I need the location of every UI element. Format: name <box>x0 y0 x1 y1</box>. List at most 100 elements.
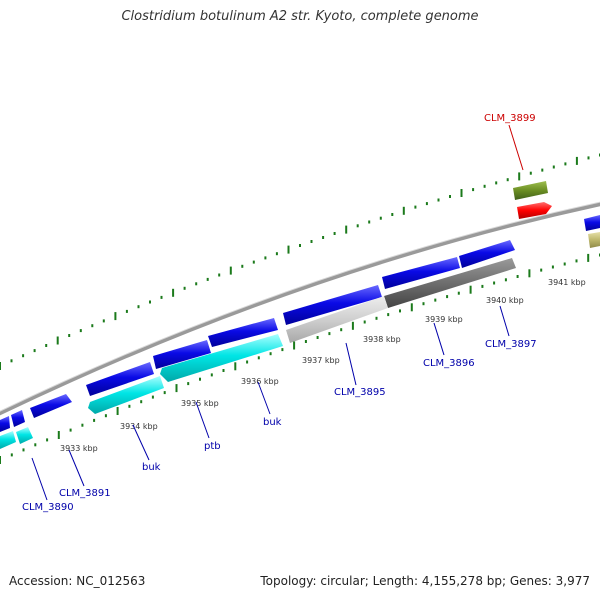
minor-tick <box>316 336 319 339</box>
reverse-gene[interactable] <box>88 376 164 414</box>
forward-gene[interactable] <box>11 410 25 427</box>
minor-tick <box>391 213 394 216</box>
reverse-gene[interactable] <box>160 334 283 382</box>
minor-tick <box>69 428 72 432</box>
minor-tick <box>379 216 382 220</box>
major-tick <box>575 156 578 165</box>
minor-tick <box>564 162 567 166</box>
major-tick <box>410 303 413 312</box>
genome-backbone <box>0 202 600 416</box>
minor-tick <box>257 356 260 360</box>
accession-text: Accession: NC_012563 <box>9 574 146 588</box>
major-tick <box>528 269 531 278</box>
khaki-feature[interactable] <box>588 232 600 248</box>
major-tick <box>175 384 178 393</box>
minor-tick <box>529 171 532 175</box>
major-tick <box>0 362 1 370</box>
genome-track: 3933 kbp 3934 kbp 3935 kbp 3936 kbp 3937… <box>0 113 600 513</box>
gene-label-clm3895[interactable]: CLM_3895 <box>334 387 386 398</box>
minor-tick <box>304 340 307 343</box>
major-tick <box>287 245 290 254</box>
scale-label-3937: 3937 kbp <box>302 356 340 365</box>
minor-tick <box>210 373 213 377</box>
minor-tick <box>91 324 94 328</box>
light-region[interactable] <box>286 296 388 343</box>
minor-tick <box>387 313 390 317</box>
scale-label-3939: 3939 kbp <box>425 315 463 324</box>
minor-tick <box>241 264 244 268</box>
minor-tick <box>575 259 578 263</box>
olive-feature[interactable] <box>513 181 548 200</box>
minor-tick <box>22 448 25 452</box>
minor-tick <box>10 359 13 363</box>
forward-gene[interactable] <box>30 394 72 418</box>
grey-region[interactable] <box>384 258 516 308</box>
gene-label-clm3896[interactable]: CLM_3896 <box>423 358 475 369</box>
minor-tick <box>449 195 451 198</box>
minor-tick <box>493 281 496 285</box>
forward-gene[interactable] <box>459 240 515 268</box>
clm3899-gene[interactable] <box>517 202 552 219</box>
minor-tick <box>45 344 48 347</box>
minor-tick <box>333 232 336 235</box>
minor-tick <box>368 220 371 224</box>
minor-tick <box>552 165 555 169</box>
minor-tick <box>22 354 25 358</box>
minor-tick <box>483 184 486 188</box>
clm3900-gene[interactable] <box>584 215 600 231</box>
minor-tick <box>104 414 107 418</box>
gene-label-clm3897[interactable]: CLM_3897 <box>485 339 537 350</box>
gene-label-clm3899[interactable]: CLM_3899 <box>484 113 536 124</box>
gene-label-clm3890[interactable]: CLM_3890 <box>22 502 74 513</box>
major-tick <box>229 266 232 275</box>
minor-tick <box>310 240 313 243</box>
genome-backbone-highlight <box>0 201 600 412</box>
scale-label-3935: 3935 kbp <box>181 399 219 408</box>
minor-tick <box>206 277 209 281</box>
minor-tick <box>222 369 225 372</box>
major-tick <box>587 253 590 262</box>
minor-tick <box>540 268 543 272</box>
gene-label-buk-2[interactable]: buk <box>263 417 282 428</box>
major-tick <box>116 407 119 415</box>
forward-gene[interactable] <box>153 340 211 369</box>
gene-label-ptb[interactable]: ptb <box>204 441 221 452</box>
inner-tick-ring <box>0 253 600 464</box>
gene-label-clm3891[interactable]: CLM_3891 <box>59 488 111 499</box>
forward-gene[interactable] <box>382 257 460 289</box>
reverse-gene[interactable] <box>0 431 16 449</box>
minor-tick <box>252 260 255 264</box>
scale-label-3933: 3933 kbp <box>60 444 98 453</box>
major-tick <box>469 285 472 294</box>
minor-tick <box>218 273 221 277</box>
minor-tick <box>195 282 198 286</box>
forward-gene[interactable] <box>0 416 10 432</box>
minor-tick <box>93 418 96 422</box>
minor-tick <box>183 286 186 290</box>
forward-gene[interactable] <box>283 285 382 325</box>
major-tick <box>234 362 237 371</box>
major-tick <box>345 225 348 234</box>
minor-tick <box>275 252 278 256</box>
genome-summary-text: Topology: circular; Length: 4,155,278 bp… <box>260 574 590 588</box>
minor-tick <box>10 453 13 457</box>
forward-gene[interactable] <box>86 362 154 396</box>
minor-tick <box>299 244 301 247</box>
minor-tick <box>422 302 425 306</box>
minor-tick <box>434 298 437 302</box>
major-tick <box>351 321 354 330</box>
minor-tick <box>472 188 475 192</box>
major-tick <box>518 172 521 181</box>
gene-label-buk-1[interactable]: buk <box>142 462 161 473</box>
minor-tick <box>516 275 519 278</box>
major-tick <box>56 336 59 345</box>
minor-tick <box>33 349 36 353</box>
minor-tick <box>187 382 190 386</box>
forward-gene[interactable] <box>208 318 278 347</box>
minor-tick <box>481 284 484 288</box>
reverse-gene[interactable] <box>16 427 33 444</box>
scale-label-3934: 3934 kbp <box>120 422 158 431</box>
minor-tick <box>81 423 84 427</box>
minor-tick <box>46 438 49 442</box>
